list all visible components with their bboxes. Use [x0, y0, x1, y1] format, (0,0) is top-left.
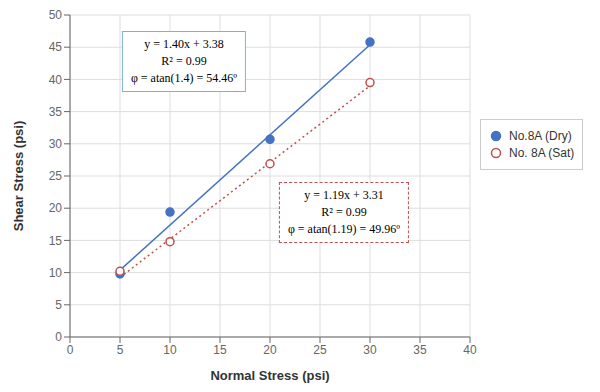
svg-text:20: 20 — [49, 201, 63, 215]
html-text:No.8A (Dry): No.8A (Dry) — [509, 128, 572, 143]
svg-text:5: 5 — [117, 343, 124, 357]
svg-text:30: 30 — [363, 343, 377, 357]
svg-text:25: 25 — [313, 343, 327, 357]
svg-text:35: 35 — [49, 105, 63, 119]
svg-text:35: 35 — [413, 343, 427, 357]
svg-text:40: 40 — [463, 343, 477, 357]
svg-text:0: 0 — [67, 343, 74, 357]
html-text:No. 8A (Sat): No. 8A (Sat) — [509, 145, 575, 160]
svg-text:20: 20 — [263, 343, 277, 357]
svg-text:10: 10 — [163, 343, 177, 357]
svg-text:5: 5 — [55, 298, 62, 312]
html-text:y = 1.19x + 3.31: y = 1.19x + 3.31 — [304, 188, 384, 203]
svg-text:25: 25 — [49, 169, 63, 183]
svg-text:50: 50 — [49, 8, 63, 22]
html-text:y = 1.40x + 3.38: y = 1.40x + 3.38 — [144, 37, 224, 52]
svg-text:Normal Stress (psi): Normal Stress (psi) — [210, 368, 329, 383]
svg-text:15: 15 — [213, 343, 227, 357]
svg-text:10: 10 — [49, 266, 63, 280]
html-text:R² = 0.99: R² = 0.99 — [161, 54, 207, 69]
svg-text:30: 30 — [49, 137, 63, 151]
svg-text:Shear Stress (psi): Shear Stress (psi) — [11, 121, 26, 232]
svg-text:45: 45 — [49, 40, 63, 54]
html-text:R² = 0.99: R² = 0.99 — [321, 205, 367, 220]
svg-text:0: 0 — [55, 330, 62, 344]
html-text:φ = atan(1.19) = 49.96º: φ = atan(1.19) = 49.96º — [287, 222, 401, 237]
svg-text:15: 15 — [49, 234, 63, 248]
html-text:φ = atan(1.4) = 54.46º: φ = atan(1.4) = 54.46º — [130, 71, 238, 86]
svg-text:40: 40 — [49, 73, 63, 87]
